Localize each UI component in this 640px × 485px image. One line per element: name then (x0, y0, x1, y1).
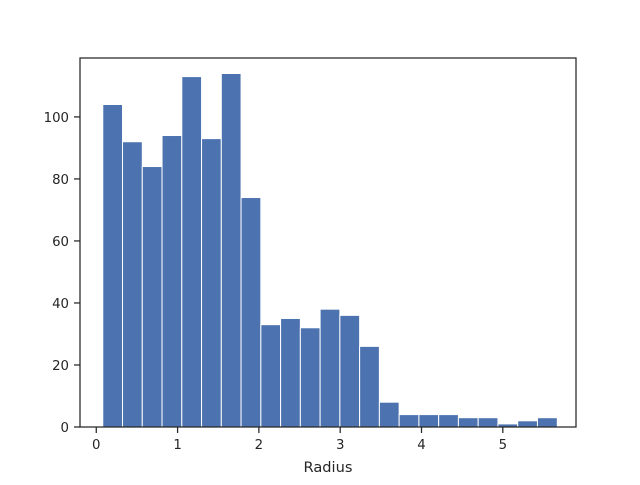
histogram-bar (240, 197, 262, 428)
histogram-bar (102, 104, 124, 428)
x-tick-label: 5 (499, 438, 507, 453)
histogram-bar (299, 327, 321, 428)
x-tick-label: 4 (417, 438, 425, 453)
histogram-bar (438, 414, 459, 428)
x-axis-label: Radius (304, 459, 353, 476)
histogram-bar (359, 345, 380, 428)
y-axis-ticks: 0 20 40 60 80 100 (44, 111, 80, 436)
histogram-bar (122, 141, 143, 428)
histogram-bar (319, 308, 341, 428)
histogram-bar (418, 414, 440, 428)
histogram-bar (280, 317, 301, 428)
histogram-bar (378, 401, 400, 428)
y-tick-label: 60 (52, 235, 69, 250)
y-tick-label: 80 (52, 173, 69, 188)
plot-frame (79, 57, 577, 428)
histogram-bar (201, 138, 222, 428)
histogram-bar (457, 417, 479, 428)
histogram-bar (161, 135, 183, 428)
y-tick-label: 100 (44, 111, 69, 126)
y-tick-label: 20 (52, 359, 69, 374)
histogram-bars (102, 73, 558, 428)
histogram-bar (339, 314, 361, 428)
x-tick-label: 2 (255, 438, 263, 453)
x-tick-label: 3 (336, 438, 344, 453)
histogram-bar (260, 324, 282, 428)
histogram-bar (141, 166, 163, 428)
y-tick-label: 40 (52, 297, 69, 312)
histogram-bar (536, 417, 558, 428)
histogram-bar (181, 76, 203, 428)
histogram-bar (477, 417, 499, 428)
x-axis-ticks: 0 1 2 3 4 5 (92, 427, 507, 453)
histogram-bar (398, 414, 420, 428)
y-tick-label: 0 (61, 421, 69, 436)
histogram-bar (220, 73, 242, 428)
histogram-bar (517, 420, 538, 428)
x-tick-label: 1 (173, 438, 181, 453)
x-tick-label: 0 (92, 438, 100, 453)
